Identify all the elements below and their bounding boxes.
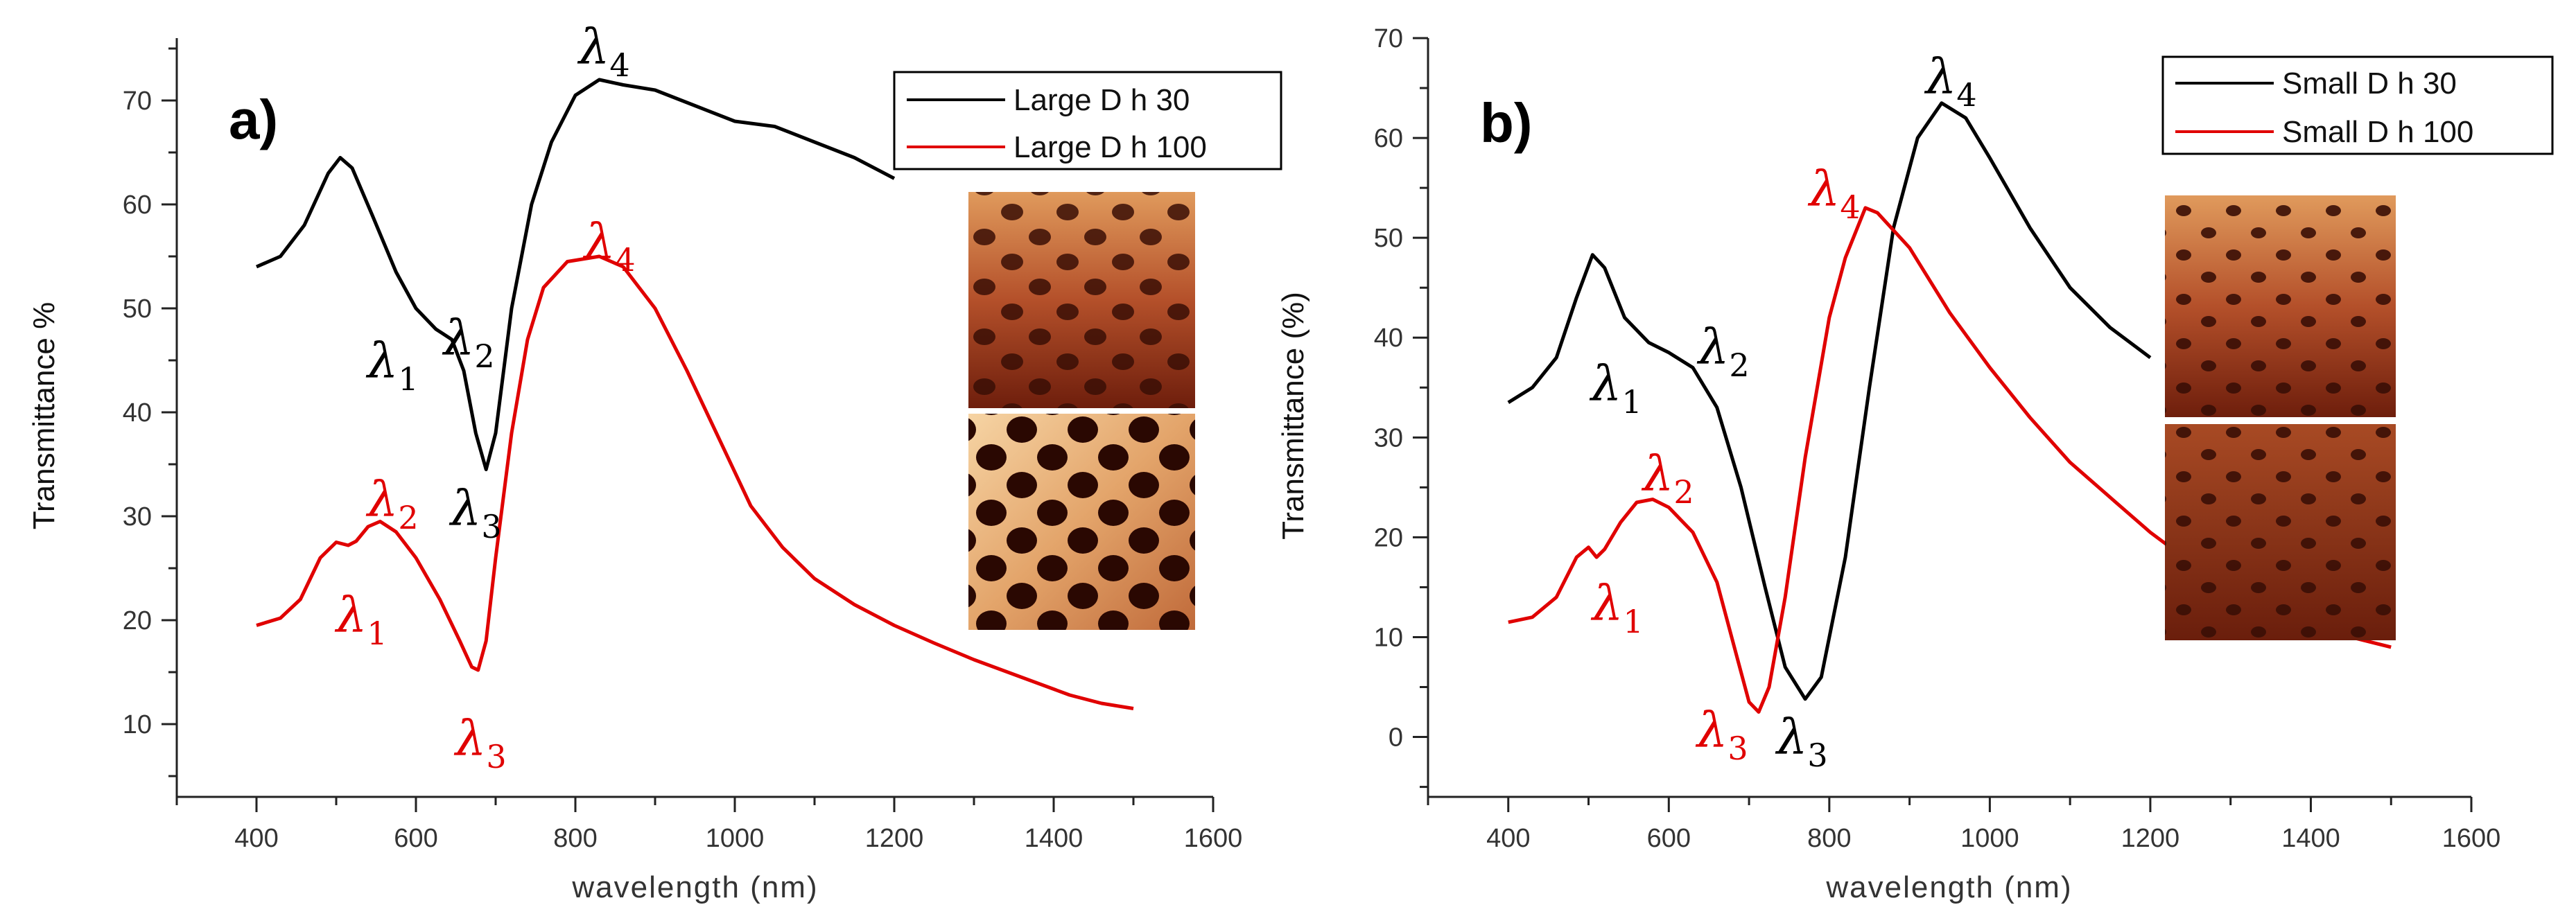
annotation-lambda1-red: λ1 [334,587,388,652]
x-tick-label: 1600 [1184,824,1243,853]
panel-label: a) [229,89,278,150]
inset-afm-small-d-h100 [2165,424,2396,640]
annotation-lambda4-red: λ4 [582,213,636,279]
annotation-lambda3-red: λ3 [453,710,507,775]
y-tick-label: 70 [123,87,152,116]
legend-label-small-d-h100: Small D h 100 [2282,115,2473,149]
legend-label-small-d-h30: Small D h 30 [2282,67,2457,100]
series-line-large-d-h-100 [256,254,1134,710]
panel-b: 400 600 800 1000 1200 1400 1600 0 10 20 30 40 50 60 7… [1276,24,2554,904]
x-tick-label: 800 [1807,824,1851,853]
x-tick-label: 1000 [706,824,765,853]
annotation-lambda3-black: λ3 [449,480,502,545]
x-tick-label: 1400 [1025,824,1084,853]
annotation-lambda1-black: λ1 [365,333,419,398]
annotation-lambda2-black: λ2 [442,310,495,375]
y-tick-label: 0 [1389,723,1403,753]
annotation-lambda4-red: λ4 [1807,161,1861,226]
y-tick-label: 20 [1374,523,1403,552]
x-tick-label: 600 [1647,824,1691,853]
annotation-lambda3-black: λ3 [1775,709,1828,774]
y-tick-label: 50 [123,295,152,324]
x-tick-label: 1400 [2281,824,2340,853]
y-tick-label: 20 [123,606,152,635]
annotation-lambda2-red: λ2 [1641,446,1694,511]
x-tick-label: 600 [394,824,437,853]
y-tick-label: 30 [123,502,152,531]
panel-label: b) [1480,92,1533,154]
y-tick-label: 10 [1374,623,1403,652]
annotation-lambda2-red: λ2 [365,471,419,536]
x-tick-label: 1200 [865,824,924,853]
annotation-lambda2-black: λ2 [1696,319,1750,384]
y-tick-label: 60 [123,191,152,220]
annotation-lambda3-red: λ3 [1695,702,1748,767]
x-tick-label: 1600 [2442,824,2501,853]
y-tick-label: 60 [1374,124,1403,153]
x-tick-label: 1000 [1960,824,2019,853]
annotation-lambda1-red: λ1 [1590,575,1644,640]
y-tick-label: 40 [1374,324,1403,353]
series-line-small-d-h-100 [1508,206,2392,714]
series-line-small-d-h-30 [1507,101,2152,701]
legend-label-large-d-h100: Large D h 100 [1013,130,1207,164]
x-tick-label: 400 [234,824,278,853]
legend: Small D h 30 Small D h 100 [2161,55,2554,155]
series-line-large-d-h-30 [256,78,896,471]
x-tick-label: 800 [553,824,597,853]
x-axis-title: wavelength (nm) [1825,870,2072,904]
y-axis-title: Transmittance (%) [1276,292,1310,540]
x-axis-title: wavelength (nm) [571,870,818,904]
y-tick-label: 70 [1374,24,1403,53]
inset-afm-large-d-h100 [968,414,1195,630]
inset-afm-small-d-h30 [2165,195,2396,417]
y-tick-label: 40 [123,398,152,428]
y-tick-label: 30 [1374,423,1403,452]
annotation-lambda1-black: λ1 [1589,355,1642,421]
x-tick-label: 1200 [2121,824,2180,853]
y-tick-label: 10 [123,710,152,739]
panel-a: 400 600 800 1000 1200 1400 1600 10 20 30 40 50 60 70… [27,19,1282,904]
y-tick-label: 50 [1374,224,1403,253]
annotation-lambda4-black: λ4 [577,19,630,84]
inset-afm-large-d-h30 [968,192,1195,408]
legend-label-large-d-h30: Large D h 30 [1013,83,1190,117]
legend: Large D h 30 Large D h 100 [893,71,1282,170]
y-axis-title: Transmittance % [27,302,61,529]
x-tick-label: 400 [1486,824,1530,853]
annotation-lambda4-black: λ4 [1924,49,1977,114]
